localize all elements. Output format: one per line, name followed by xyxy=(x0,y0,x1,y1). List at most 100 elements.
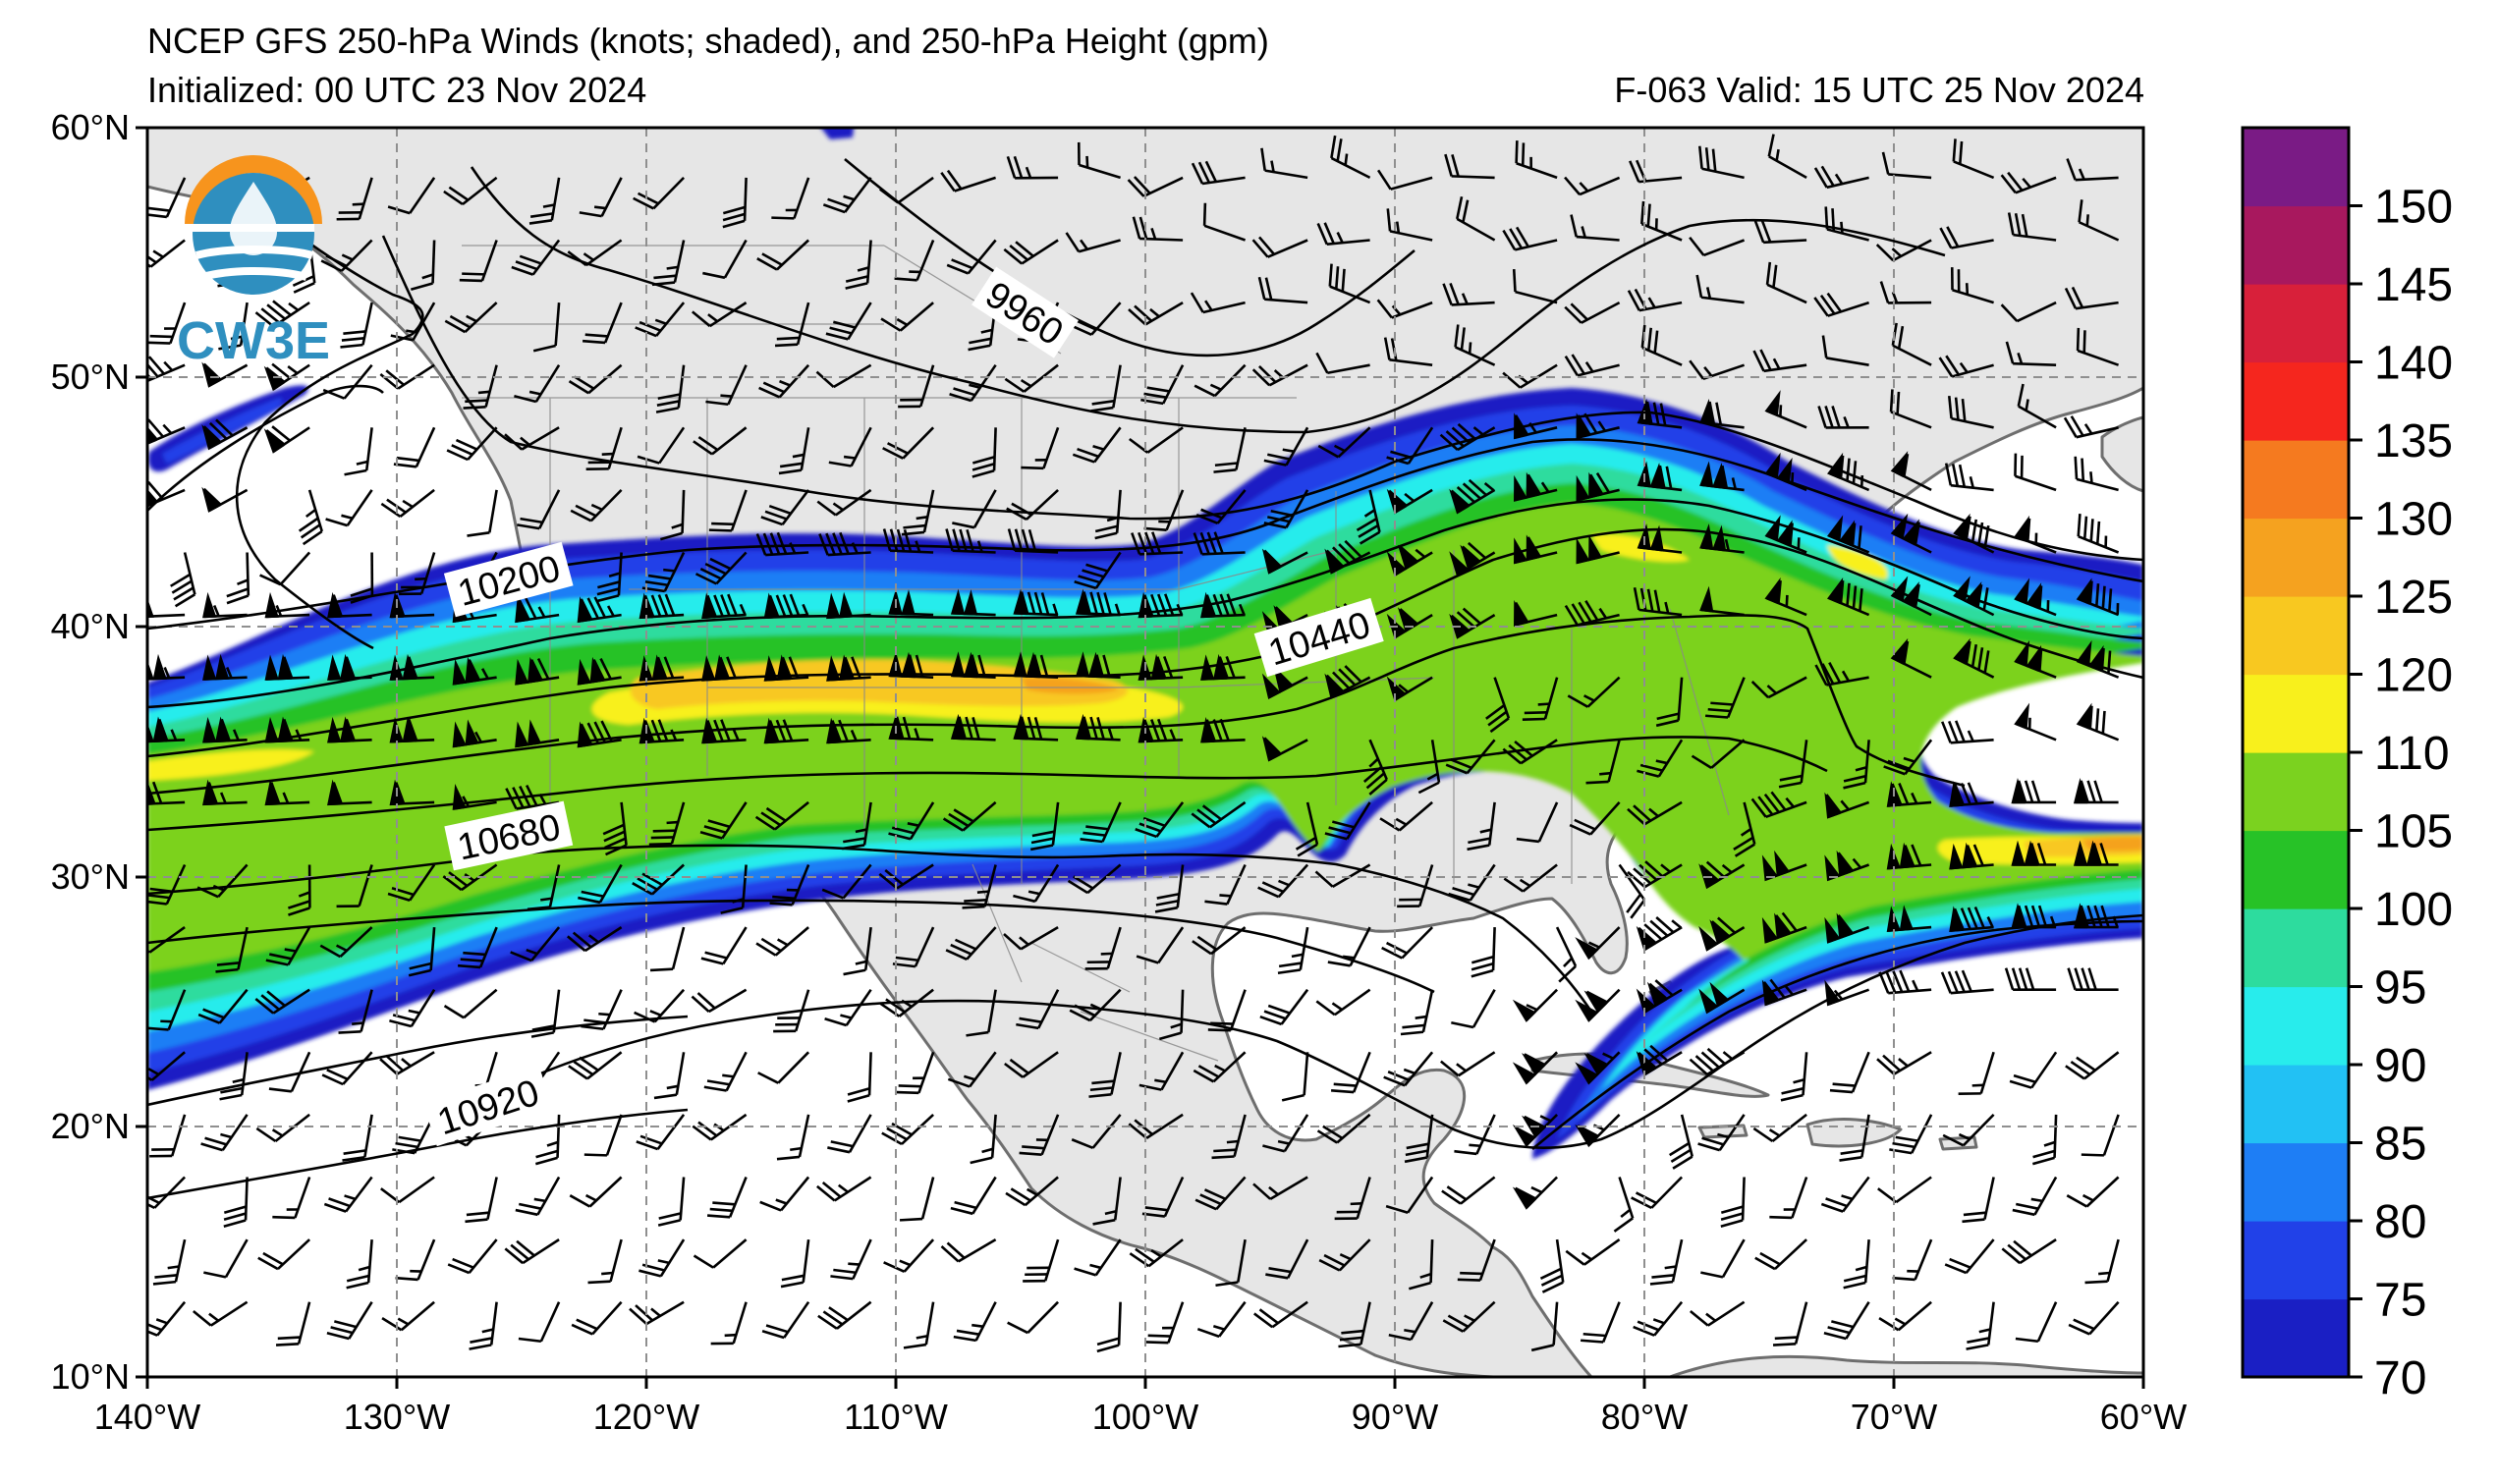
wind-barb xyxy=(2063,415,2119,439)
colorbar-tick-label: 75 xyxy=(2374,1275,2426,1327)
wind-barb xyxy=(1386,676,1433,702)
wind-barb xyxy=(1200,591,1246,619)
wind-barb xyxy=(950,713,996,742)
colorbar-swatch xyxy=(2243,1065,2349,1144)
wind-barb xyxy=(940,1237,997,1263)
wind-barb xyxy=(1637,461,1683,492)
wind-barb xyxy=(1752,349,1807,373)
wind-barb xyxy=(263,425,310,454)
newfoundland xyxy=(2100,415,2143,493)
wind-barb xyxy=(816,1176,872,1202)
wind-barb xyxy=(1875,239,1932,262)
wind-barb xyxy=(1750,791,1807,819)
wind-barb xyxy=(691,988,748,1014)
wind-barb xyxy=(1281,1052,1309,1102)
wind-barb xyxy=(1138,1051,1185,1091)
wind-barb xyxy=(827,1114,872,1154)
wind-barb xyxy=(651,240,686,287)
wind-barb xyxy=(336,177,373,221)
wind-barb xyxy=(1631,1176,1684,1210)
wind-barb xyxy=(215,926,249,973)
wind-barb xyxy=(1944,1238,1995,1275)
wind-barb xyxy=(1576,534,1620,565)
wind-barb xyxy=(774,302,810,348)
wind-barb xyxy=(953,1301,997,1343)
wind-barb xyxy=(1503,863,1558,893)
wind-barb xyxy=(457,926,498,969)
wind-barb xyxy=(1190,292,1246,314)
wind-barb xyxy=(947,1051,997,1088)
wind-barb xyxy=(966,989,997,1037)
colorbar-swatch xyxy=(2243,674,2349,753)
contour-10560 xyxy=(147,614,1966,796)
colorbar-swatch xyxy=(2243,830,2349,909)
colorbar-swatch xyxy=(2243,752,2349,832)
wind-barb xyxy=(1003,925,1059,951)
wind-barb xyxy=(1767,134,1807,180)
south-america-coast xyxy=(1668,1354,2143,1377)
wind-barb xyxy=(1261,548,1308,575)
wind-barb xyxy=(219,1052,249,1101)
wind-barb xyxy=(701,592,747,620)
wind-barb xyxy=(2014,577,2057,617)
wind-barb xyxy=(1077,141,1121,180)
wind-barb xyxy=(1196,1300,1247,1339)
wind-barb xyxy=(761,1300,810,1340)
wind-barb xyxy=(1949,781,1994,807)
wind-barb xyxy=(1381,926,1434,960)
wind-barb xyxy=(818,531,871,557)
wind-barb xyxy=(2004,967,2057,992)
wind-barb xyxy=(568,1051,623,1080)
wind-barb xyxy=(1843,1238,1870,1290)
wind-barb xyxy=(899,1177,935,1222)
wind-barb xyxy=(443,176,498,206)
wind-barb xyxy=(2014,640,2057,679)
wind-barb xyxy=(1263,426,1309,467)
wind-barb xyxy=(338,989,373,1034)
wind-barb xyxy=(340,302,373,349)
wind-barb xyxy=(1669,1114,1694,1170)
wind-barbs xyxy=(147,134,2120,1353)
wind-barb xyxy=(2009,1051,2058,1089)
wind-barb xyxy=(945,926,997,961)
wind-barb xyxy=(1261,667,1308,699)
wind-barb xyxy=(2076,702,2120,742)
wind-barb xyxy=(1879,281,1932,304)
wind-barb xyxy=(1004,1051,1059,1078)
wind-barb xyxy=(1516,801,1559,844)
wind-barb xyxy=(1065,232,1121,253)
wind-barb xyxy=(1813,165,1869,190)
wind-barb xyxy=(579,177,623,218)
wind-barb xyxy=(1485,677,1511,734)
wind-barb xyxy=(1004,363,1059,393)
wind-barb xyxy=(1376,299,1433,319)
init-time: Initialized: 00 UTC 23 Nov 2024 xyxy=(147,70,647,110)
wind-barb xyxy=(1385,1176,1434,1215)
lat-tick-50: 50°N xyxy=(51,357,130,397)
wind-barb xyxy=(1362,739,1388,796)
colorbar-swatch xyxy=(2243,1298,2349,1378)
wind-barb xyxy=(1074,1238,1122,1277)
wind-barb xyxy=(1388,1301,1434,1342)
wind-barb xyxy=(1570,214,1620,242)
wind-barb xyxy=(323,1176,373,1213)
wind-barb xyxy=(1753,220,1807,245)
wind-barb xyxy=(147,302,187,345)
wind-barb xyxy=(1829,1051,1870,1094)
contour-10860a xyxy=(147,899,1435,994)
wind-barb xyxy=(1636,916,1683,952)
wind-barb xyxy=(515,719,560,748)
wind-barb xyxy=(147,716,186,743)
wind-barb xyxy=(1627,800,1683,826)
cw3e-logo: CW3E xyxy=(177,155,330,370)
wind-barb xyxy=(901,489,935,536)
wind-barb xyxy=(202,653,248,681)
wind-barb xyxy=(1191,160,1246,186)
wind-barb xyxy=(1013,863,1060,904)
wind-barb xyxy=(1826,577,1870,617)
wind-barb xyxy=(344,427,373,476)
wind-barb xyxy=(1814,661,1869,687)
wind-barb xyxy=(518,1301,561,1344)
wind-barb xyxy=(778,427,810,475)
